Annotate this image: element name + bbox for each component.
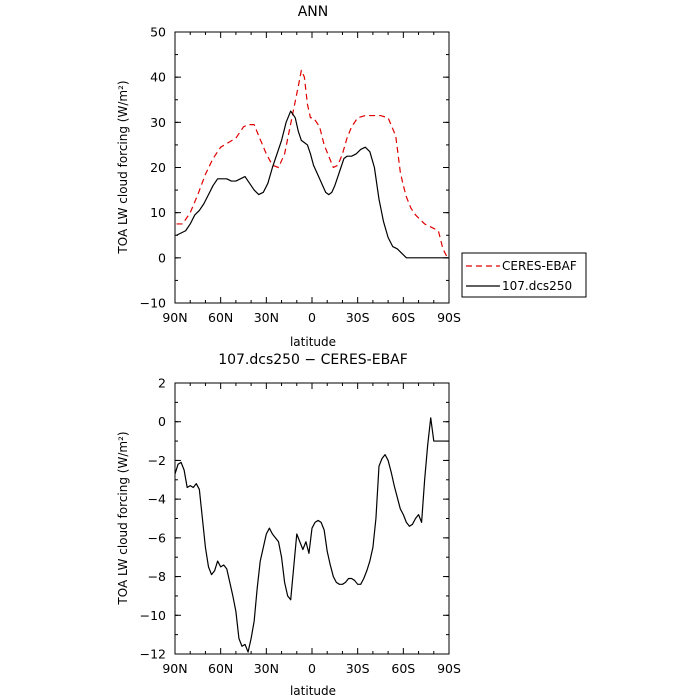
x-tick-label: 30N (254, 661, 279, 676)
plot-frame-difference (174, 382, 450, 655)
y-tick-label: 0 (158, 414, 166, 429)
y-tick-labels: −10 0 10 20 30 40 50 (140, 25, 166, 311)
series-line-107-dcs250 (176, 110, 448, 259)
x-tick-labels-difference: 90N 60N 30N 0 30S 60S 90S (162, 661, 461, 676)
y-tick-label: 40 (150, 70, 166, 85)
y-tick-label: −10 (140, 296, 166, 311)
plot-frame (174, 31, 450, 304)
y-tick-label: −2 (148, 453, 166, 468)
legend-label-model: 107.dcs250 (502, 279, 572, 293)
panel-difference: 107.dcs250 − CERES-EBAF 90N 60N 30N 0 30S 60S… (116, 352, 461, 698)
x-tick-label: 90N (162, 310, 187, 325)
y-axis-title: TOA LW cloud forcing (W/m²) (116, 80, 130, 254)
series-lines (176, 69, 449, 259)
y-tick-label: 30 (150, 115, 166, 130)
x-tick-label: 30S (346, 661, 370, 676)
x-tick-label: 60S (391, 310, 415, 325)
x-tick-label: 60N (208, 661, 233, 676)
x-tick-labels: 90N 60N 30N 0 30S 60S 90S (162, 310, 461, 325)
y-tick-label: −10 (140, 608, 166, 623)
y-tick-label: 0 (158, 250, 166, 265)
axis-ticks (174, 31, 450, 304)
y-tick-label: 20 (150, 160, 166, 175)
x-tick-label: 30N (254, 310, 279, 325)
y-tick-label: −8 (148, 569, 166, 584)
y-tick-label: 2 (158, 376, 166, 391)
series-line-difference (174, 417, 449, 653)
legend-label-ceres: CERES-EBAF (502, 259, 577, 273)
y-tick-label: 50 (150, 25, 166, 40)
y-tick-label: −12 (140, 647, 166, 662)
legend: CERES-EBAF 107.dcs250 (461, 252, 587, 298)
x-axis-title-difference: latitude (290, 684, 336, 698)
x-tick-label: 90N (162, 661, 187, 676)
y-tick-label: 10 (150, 205, 166, 220)
legend-box (461, 252, 587, 298)
panel-annual-mean: ANN 90N 60N 30N 0 30S 60S 90S −10 0 10 20 30 40 50 l… (116, 4, 587, 349)
x-tick-label: 90S (437, 661, 461, 676)
x-tick-label: 0 (308, 661, 316, 676)
x-tick-label: 30S (346, 310, 370, 325)
y-tick-label: −6 (148, 530, 166, 545)
chart-title: ANN (298, 4, 329, 20)
x-tick-label: 60N (208, 310, 233, 325)
x-tick-label: 0 (308, 310, 316, 325)
y-axis-title-difference: TOA LW cloud forcing (W/m²) (116, 431, 130, 605)
axis-ticks-difference (174, 382, 450, 655)
y-tick-labels-difference: −12 −10 −8 −6 −4 −2 0 2 (140, 376, 166, 662)
x-axis-title: latitude (290, 335, 336, 349)
x-tick-label: 90S (437, 310, 461, 325)
series-line-ceres-ebaf (176, 69, 449, 259)
chart-title-difference: 107.dcs250 − CERES-EBAF (218, 352, 408, 368)
y-tick-label: −4 (148, 492, 166, 507)
x-tick-label: 60S (391, 661, 415, 676)
series-lines-difference (174, 417, 449, 653)
